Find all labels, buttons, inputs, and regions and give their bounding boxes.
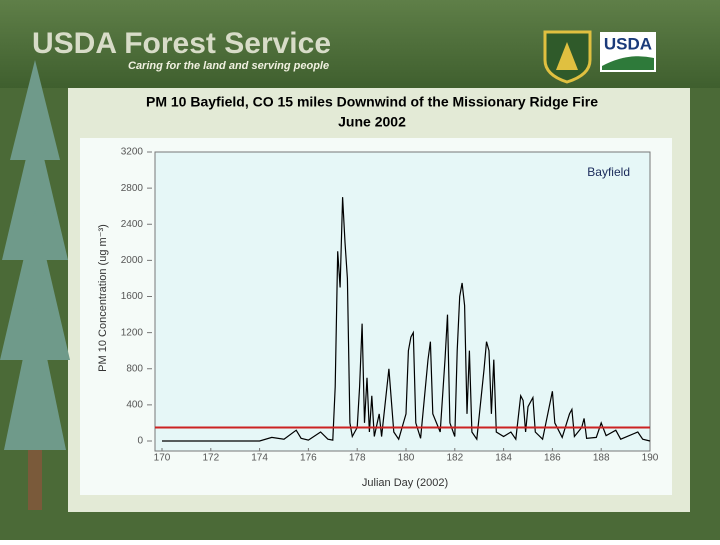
x-tick-label: 188 — [593, 453, 610, 464]
x-tick-label: 178 — [349, 453, 366, 464]
x-axis-label: Julian Day (2002) — [362, 477, 448, 489]
x-tick-label: 170 — [154, 453, 171, 464]
y-tick-label: 3200 — [121, 147, 144, 158]
y-tick-label: 2000 — [121, 255, 144, 266]
x-tick-label: 176 — [300, 453, 317, 464]
usda-logo-swoosh — [602, 56, 654, 70]
y-tick-label: 400 — [126, 400, 143, 411]
forest-service-shield — [543, 30, 592, 84]
y-tick-label: 2400 — [121, 219, 144, 230]
y-axis-label: PM 10 Concentration (ug m⁻³) — [97, 224, 109, 372]
x-tick-label: 180 — [398, 453, 415, 464]
y-tick-label: 1200 — [121, 327, 144, 338]
plot-area — [154, 151, 651, 452]
x-tick-label: 184 — [495, 453, 512, 464]
x-tick-label: 190 — [642, 453, 659, 464]
chart-title: PM 10 Bayfield, CO 15 miles Downwind of … — [146, 94, 598, 110]
y-tick-label: 2800 — [121, 183, 144, 194]
data-line — [162, 197, 651, 442]
x-tick-label: 186 — [544, 453, 561, 464]
header-title: USDA Forest Service — [32, 27, 331, 60]
x-tick-label: 174 — [251, 453, 268, 464]
usda-logo: USDA — [604, 34, 652, 53]
x-tick-label: 182 — [446, 453, 463, 464]
y-tick-label: 1600 — [121, 291, 144, 302]
y-tick-label: 800 — [126, 363, 143, 374]
x-tick-label: 172 — [202, 453, 219, 464]
header-tagline: Caring for the land and serving people — [128, 60, 329, 72]
chart-subtitle: June 2002 — [338, 114, 406, 130]
tree-illustration — [0, 60, 70, 510]
y-tick-label: 0 — [137, 436, 143, 447]
legend-label: Bayfield — [587, 165, 630, 179]
